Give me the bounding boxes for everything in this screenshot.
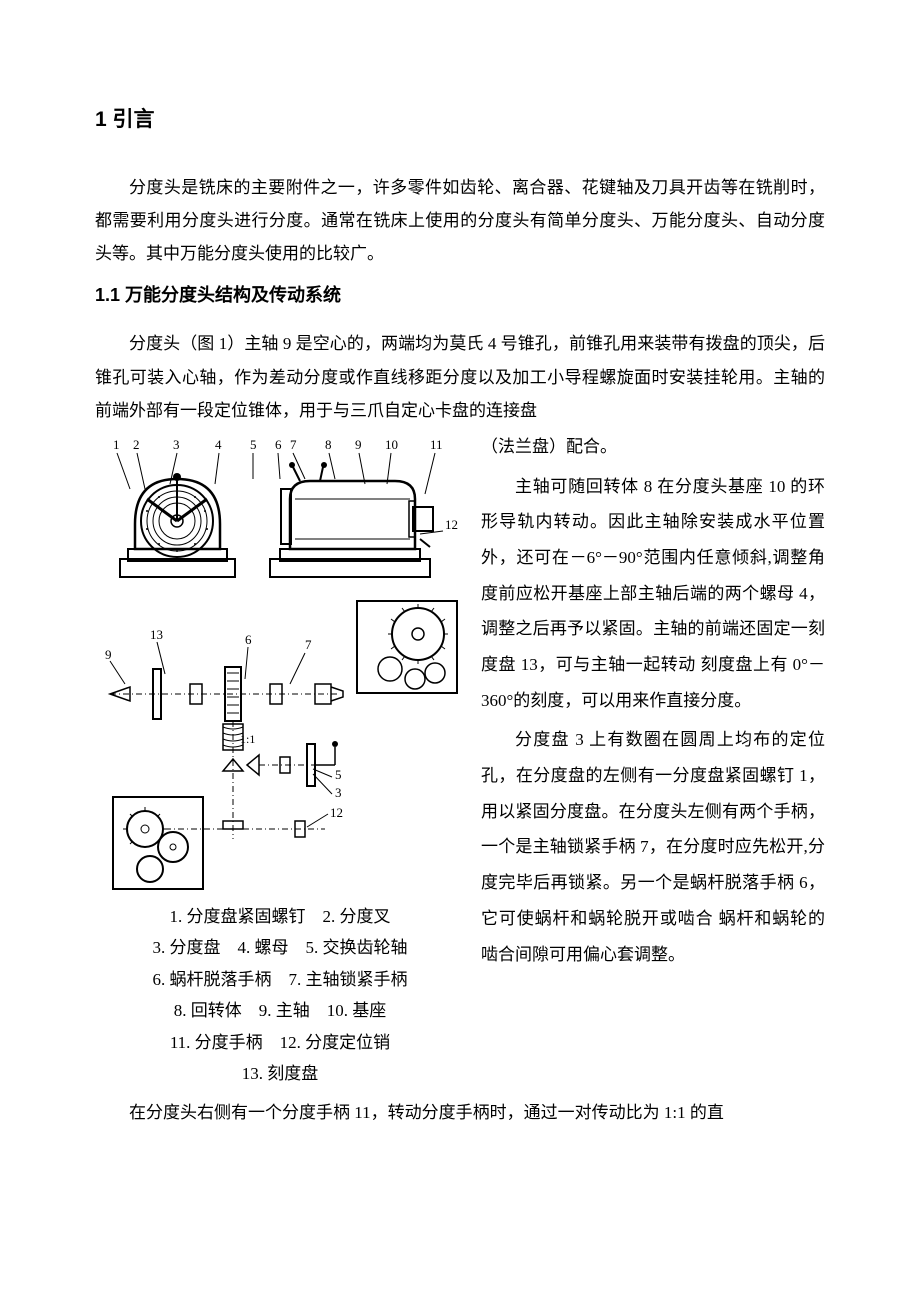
svg-text:1:1: 1:1 [240, 732, 255, 746]
caption-line-5: 11. 分度手柄 12. 分度定位销 [153, 1027, 408, 1058]
intro-paragraph: 分度头是铣床的主要附件之一，许多零件如齿轮、离合器、花键轴及刀具开齿等在铣削时，… [95, 171, 825, 270]
caption-line-6: 13. 刻度盘 [153, 1058, 408, 1089]
figure-text-wrap: 1 2 3 4 5 6 7 8 9 10 11 12 [95, 429, 825, 1090]
svg-text:5: 5 [250, 437, 257, 452]
col-paragraph-2: 主轴可随回转体 8 在分度头基座 10 的环形导轨内转动。因此主轴除安装成水平位… [481, 469, 825, 719]
svg-text:1: 1 [113, 437, 120, 452]
caption-line-2: 3. 分度盘 4. 螺母 5. 交换齿轮轴 [153, 932, 408, 963]
last-paragraph: 在分度头右侧有一个分度手柄 11，转动分度手柄时，通过一对传动比为 1:1 的直 [95, 1096, 825, 1129]
figure-caption: 1. 分度盘紧固螺钉 2. 分度叉 3. 分度盘 4. 螺母 5. 交换齿轮轴 … [147, 901, 414, 1090]
svg-text:12: 12 [445, 517, 458, 532]
heading-1: 1 引言 [95, 100, 825, 141]
svg-text:6: 6 [245, 632, 252, 647]
svg-text:4: 4 [215, 437, 222, 452]
caption-line-1: 1. 分度盘紧固螺钉 2. 分度叉 [153, 901, 408, 932]
svg-text:2: 2 [133, 437, 140, 452]
col-paragraph-3: 分度盘 3 上有数圈在圆周上均布的定位孔，在分度盘的左侧有一分度盘紧固螺钉 1，… [481, 722, 825, 972]
svg-text:3: 3 [173, 437, 180, 452]
svg-text:7: 7 [290, 437, 297, 452]
paragraph-2: 分度头（图 1）主轴 9 是空心的，两端均为莫氏 4 号锥孔，前锥孔用来装带有拨… [95, 327, 825, 426]
svg-text:6: 6 [275, 437, 282, 452]
svg-text:8: 8 [325, 437, 332, 452]
heading-2: 1.1 万能分度头结构及传动系统 [95, 278, 825, 313]
caption-line-4: 8. 回转体 9. 主轴 10. 基座 [153, 995, 408, 1026]
svg-text:13: 13 [150, 627, 163, 642]
svg-text:5: 5 [335, 767, 342, 782]
dividing-head-diagram: 1 2 3 4 5 6 7 8 9 10 11 12 [95, 429, 465, 899]
caption-line-3: 6. 蜗杆脱落手柄 7. 主轴锁紧手柄 [153, 964, 408, 995]
svg-text:11: 11 [430, 437, 443, 452]
svg-text:12: 12 [330, 805, 343, 820]
col-paragraph-1: （法兰盘）配合。 [481, 429, 825, 465]
figure-1-image: 1 2 3 4 5 6 7 8 9 10 11 12 [95, 429, 465, 899]
figure-column: 1 2 3 4 5 6 7 8 9 10 11 12 [95, 429, 465, 1090]
svg-text:7: 7 [305, 637, 312, 652]
text-column: （法兰盘）配合。 主轴可随回转体 8 在分度头基座 10 的环形导轨内转动。因此… [481, 429, 825, 1090]
svg-text:10: 10 [385, 437, 398, 452]
svg-text:9: 9 [355, 437, 362, 452]
svg-text:9: 9 [105, 647, 112, 662]
svg-text:3: 3 [335, 785, 342, 800]
